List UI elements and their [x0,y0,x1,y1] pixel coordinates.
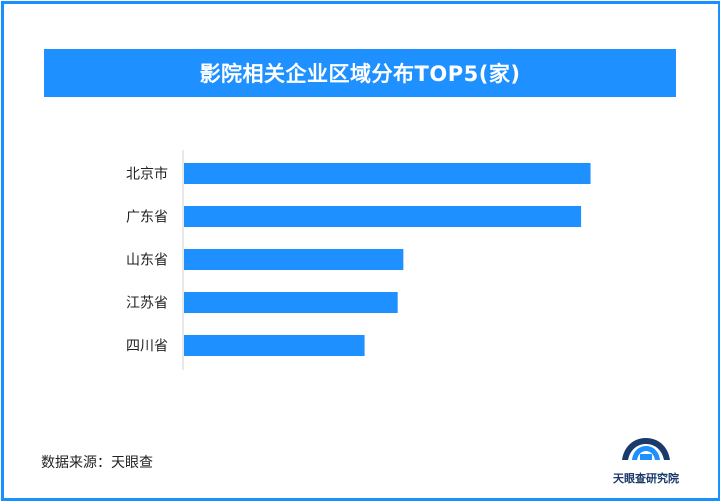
category-label-0: 北京市 [126,166,168,183]
title-banner: 影院相关企业区域分布TOP5(家) [44,49,676,97]
category-label-3: 江苏省 [126,296,168,312]
data-source: 数据来源：天眼查 [41,455,153,471]
bar-2 [184,249,404,270]
bars-group [184,163,591,356]
bar-1 [184,206,582,227]
bar-3 [184,292,398,313]
category-label-4: 四川省 [126,339,168,355]
logo-text: 天眼查研究院 [613,472,679,485]
bar-4 [184,335,365,356]
tianyancha-logo: 天眼查研究院 [606,432,686,485]
category-label-2: 山东省 [126,253,168,269]
chart-title: 影院相关企业区域分布TOP5(家) [199,62,521,86]
logo-mark-icon [622,438,670,460]
category-label-1: 广东省 [126,210,168,226]
bar-0 [184,163,591,184]
